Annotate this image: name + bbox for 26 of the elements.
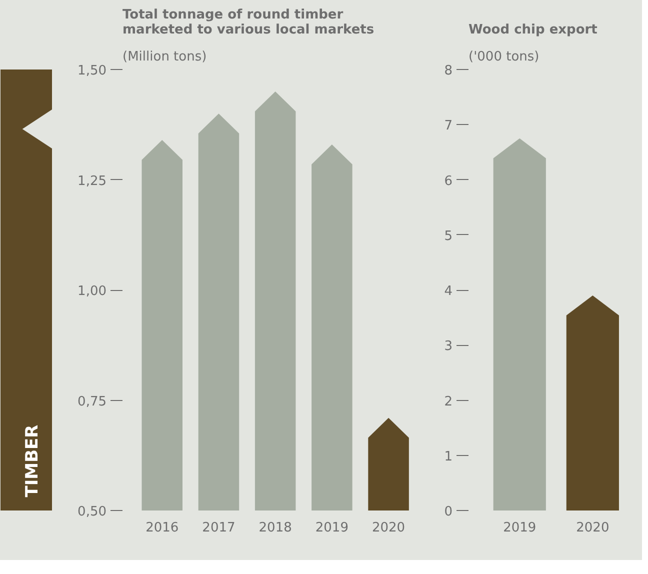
y-tick-label: 7 xyxy=(444,118,453,134)
x-tick-label: 2019 xyxy=(315,520,348,536)
y-tick-label: 1,25 xyxy=(78,174,107,189)
y-tick-label: 1,50 xyxy=(78,64,107,78)
y-tick-label: 4 xyxy=(444,284,453,299)
y-tick-label: 1,00 xyxy=(78,284,107,299)
y-tick-label: 2 xyxy=(444,394,453,410)
chart-subtitle: ('000 tons) xyxy=(468,50,540,64)
y-tick-label: 0 xyxy=(444,504,453,520)
y-tick-label: 5 xyxy=(444,228,453,244)
text: TIMBER xyxy=(22,424,43,498)
y-tick-label: 1 xyxy=(444,449,453,464)
chart-subtitle: (Million tons) xyxy=(122,50,207,64)
y-tick-label: 3 xyxy=(444,339,453,354)
chart-title: Total tonnage of round timber marketed to various local markets xyxy=(122,8,374,38)
y-tick-label: 8 xyxy=(444,64,453,78)
y-tick-label: 0,75 xyxy=(78,394,107,410)
x-tick-label: 2020 xyxy=(576,520,610,536)
x-tick-label: 2019 xyxy=(503,520,536,536)
x-tick-label: 2018 xyxy=(258,520,292,536)
x-tick-label: 2017 xyxy=(202,520,236,536)
chart-title: Wood chip export xyxy=(468,22,598,38)
y-tick-label: 6 xyxy=(444,174,453,189)
x-tick-label: 2020 xyxy=(372,520,406,536)
x-tick-label: 2016 xyxy=(146,520,179,536)
y-tick-label: 0,50 xyxy=(78,504,107,520)
